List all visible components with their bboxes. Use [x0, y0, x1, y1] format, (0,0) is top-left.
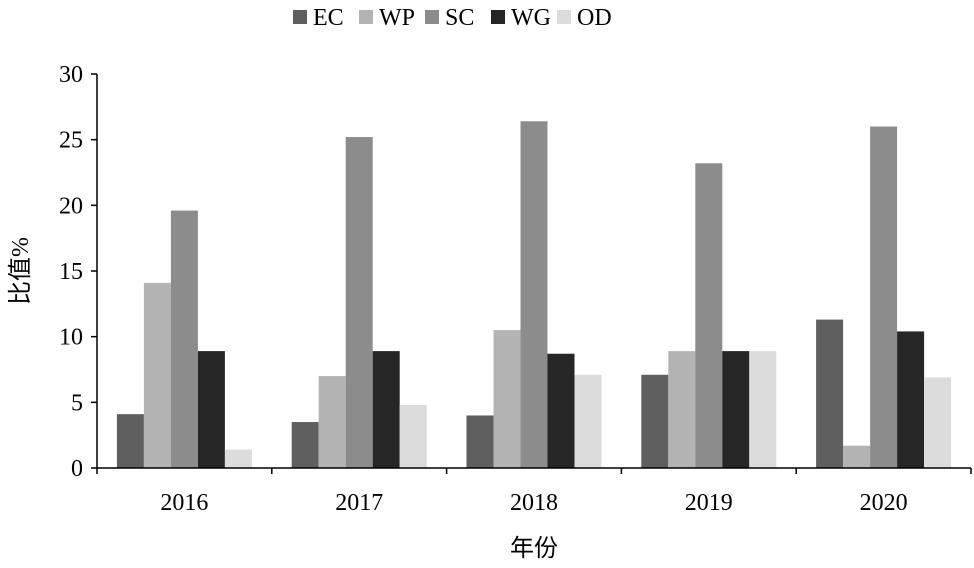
y-tick-label: 30 [59, 62, 83, 88]
y-tick-label: 5 [71, 390, 83, 416]
bar-wg-2018 [547, 353, 575, 468]
bar-wg-2017 [372, 351, 400, 468]
bar-od-2017 [399, 404, 427, 468]
y-tick-label: 20 [59, 193, 83, 219]
legend-swatch-ec [293, 10, 307, 24]
bar-sc-2020 [870, 126, 898, 469]
bar-sc-2019 [695, 163, 723, 468]
bar-wg-2020 [897, 331, 925, 468]
bar-wp-2020 [843, 445, 871, 468]
bar-wp-2019 [668, 351, 696, 468]
bar-od-2018 [574, 374, 602, 468]
bar-od-2016 [224, 449, 252, 468]
bar-ec-2016 [116, 414, 144, 468]
bar-sc-2017 [345, 137, 373, 469]
x-tick-label: 2018 [510, 490, 558, 516]
bar-wp-2018 [493, 330, 521, 468]
legend-label-ec: EC [313, 5, 344, 31]
bar-ec-2018 [466, 415, 494, 468]
plot-area: 0 5 10 15 20 25 30 2016 2017 2018 2019 2020 [59, 62, 972, 516]
legend-swatch-sc [425, 10, 439, 24]
bar-ec-2017 [291, 422, 319, 468]
x-ticks: 2016 2017 2018 2019 2020 [96, 468, 972, 516]
bar-sc-2018 [520, 121, 548, 468]
bar-od-2019 [749, 351, 777, 468]
legend-swatch-wg [491, 10, 505, 24]
x-tick-label: 2016 [160, 490, 208, 516]
y-axis-label: 比值% [7, 237, 34, 305]
bar-wg-2019 [722, 351, 750, 468]
legend-swatch-od [557, 10, 571, 24]
y-tick-label: 15 [59, 259, 83, 285]
bar-sc-2016 [170, 210, 198, 468]
bar-od-2020 [924, 377, 952, 468]
y-ticks: 0 5 10 15 20 25 30 [59, 62, 97, 482]
legend-label-wp: WP [379, 5, 415, 31]
x-axis-label: 年份 [510, 535, 558, 562]
y-tick-label: 10 [59, 325, 83, 351]
y-tick-label: 0 [71, 456, 83, 482]
bar-wp-2016 [143, 282, 171, 468]
bar-ec-2019 [641, 374, 669, 468]
bar-ec-2020 [816, 319, 844, 468]
bar-wp-2017 [318, 376, 346, 468]
legend-label-wg: WG [511, 5, 551, 31]
x-tick-label: 2017 [335, 490, 383, 516]
bar-wg-2016 [197, 351, 225, 468]
bars [116, 121, 952, 469]
legend-label-sc: SC [445, 5, 474, 31]
x-tick-label: 2020 [860, 490, 908, 516]
y-tick-label: 25 [59, 128, 83, 154]
legend-label-od: OD [577, 5, 612, 31]
x-tick-label: 2019 [685, 490, 733, 516]
legend: EC WP SC WG OD [293, 5, 612, 31]
legend-swatch-wp [359, 10, 373, 24]
